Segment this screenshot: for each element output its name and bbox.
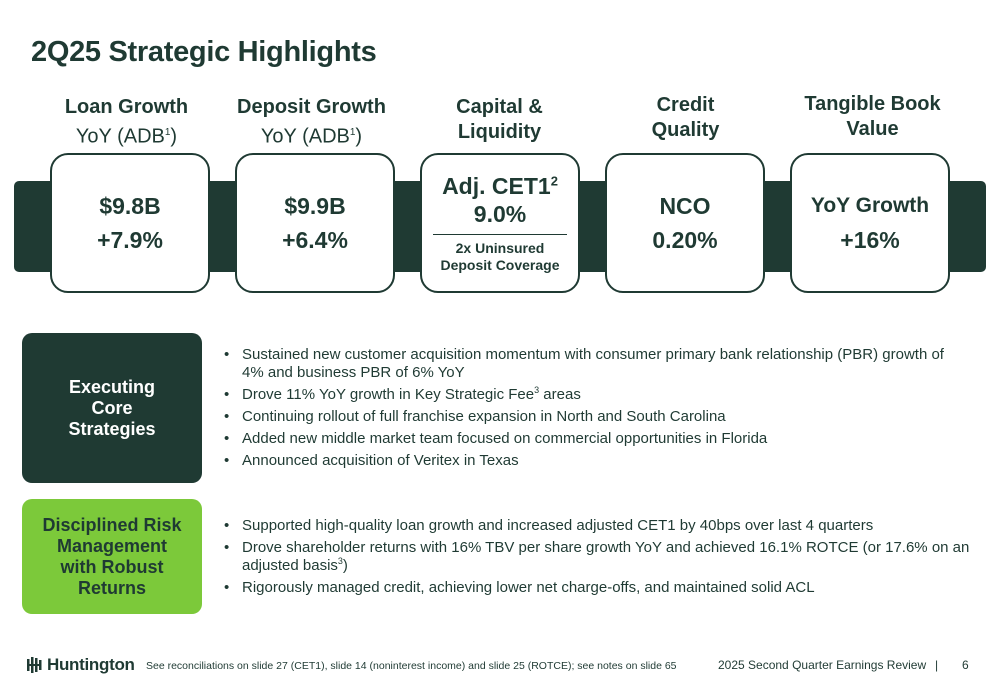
credit-quality-header: Credit Quality: [651, 94, 720, 141]
card-divider: [433, 233, 567, 236]
page-number: 6: [962, 658, 969, 672]
tangible-book-value-card: YoY Growth +16%: [790, 153, 950, 293]
risk-management-list: • Supported high-quality loan growth and …: [224, 517, 984, 601]
page-title: 2Q25 Strategic Highlights: [31, 36, 377, 68]
deposit-growth-change: +6.4%: [282, 227, 348, 253]
tbv-label: YoY Growth: [810, 194, 930, 217]
list-item: • Drove shareholder returns with 16% TBV …: [224, 539, 970, 574]
list-item: • Added new middle market team focused on…: [224, 430, 768, 447]
footnote: See reconciliations on slide 27 (CET1), …: [146, 660, 677, 672]
tangible-book-value-header: Tangible Book Value: [804, 93, 941, 140]
core-strategies-list: • Sustained new customer acquisition mome…: [224, 346, 964, 474]
cet1-label: Adj. CET12: [442, 172, 558, 199]
loan-growth-value: $9.8B: [99, 193, 161, 219]
footer-separator: |: [935, 658, 939, 672]
huntington-logo-text: Huntington: [47, 655, 135, 674]
tbv-value: +16%: [840, 227, 900, 253]
deposit-coverage-line1: 2x Uninsured: [455, 240, 545, 257]
deposit-coverage-line2: Deposit Coverage: [440, 257, 560, 274]
executing-core-strategies-label: Executing Core Strategies: [22, 333, 202, 483]
footer: Huntington See reconciliations on slide …: [0, 650, 1000, 680]
nco-label: NCO: [659, 193, 711, 219]
capital-liquidity-header: Capital & Liquidity: [456, 96, 543, 143]
list-item: • Supported high-quality loan growth and …: [224, 517, 874, 534]
list-item: • Rigorously managed credit, achieving lo…: [224, 579, 815, 596]
cet1-value: 9.0%: [473, 200, 527, 227]
list-item: • Sustained new customer acquisition mome…: [224, 346, 944, 381]
deposit-growth-card: $9.9B +6.4%: [235, 153, 395, 293]
capital-liquidity-card: Adj. CET12 9.0% 2x Uninsured Deposit Cov…: [420, 153, 580, 293]
report-name: 2025 Second Quarter Earnings Review: [718, 658, 927, 672]
loan-growth-card: $9.8B +7.9%: [50, 153, 210, 293]
list-item: • Drove 11% YoY growth in Key Strategic F…: [224, 385, 581, 404]
list-item: • Announced acquisition of Veritex in Tex…: [224, 452, 519, 469]
deposit-growth-value: $9.9B: [284, 193, 346, 219]
list-item: • Continuing rollout of full franchise ex…: [224, 408, 726, 425]
loan-growth-change: +7.9%: [97, 227, 163, 253]
disciplined-risk-management-label: Disciplined Risk Management with Robust …: [22, 499, 202, 614]
deposit-growth-header: Deposit Growth YoY (ADB1): [237, 96, 386, 148]
credit-quality-card: NCO 0.20%: [605, 153, 765, 293]
huntington-logo-icon: [27, 657, 42, 673]
loan-growth-header: Loan Growth YoY (ADB1): [64, 96, 189, 148]
nco-value: 0.20%: [652, 227, 718, 253]
